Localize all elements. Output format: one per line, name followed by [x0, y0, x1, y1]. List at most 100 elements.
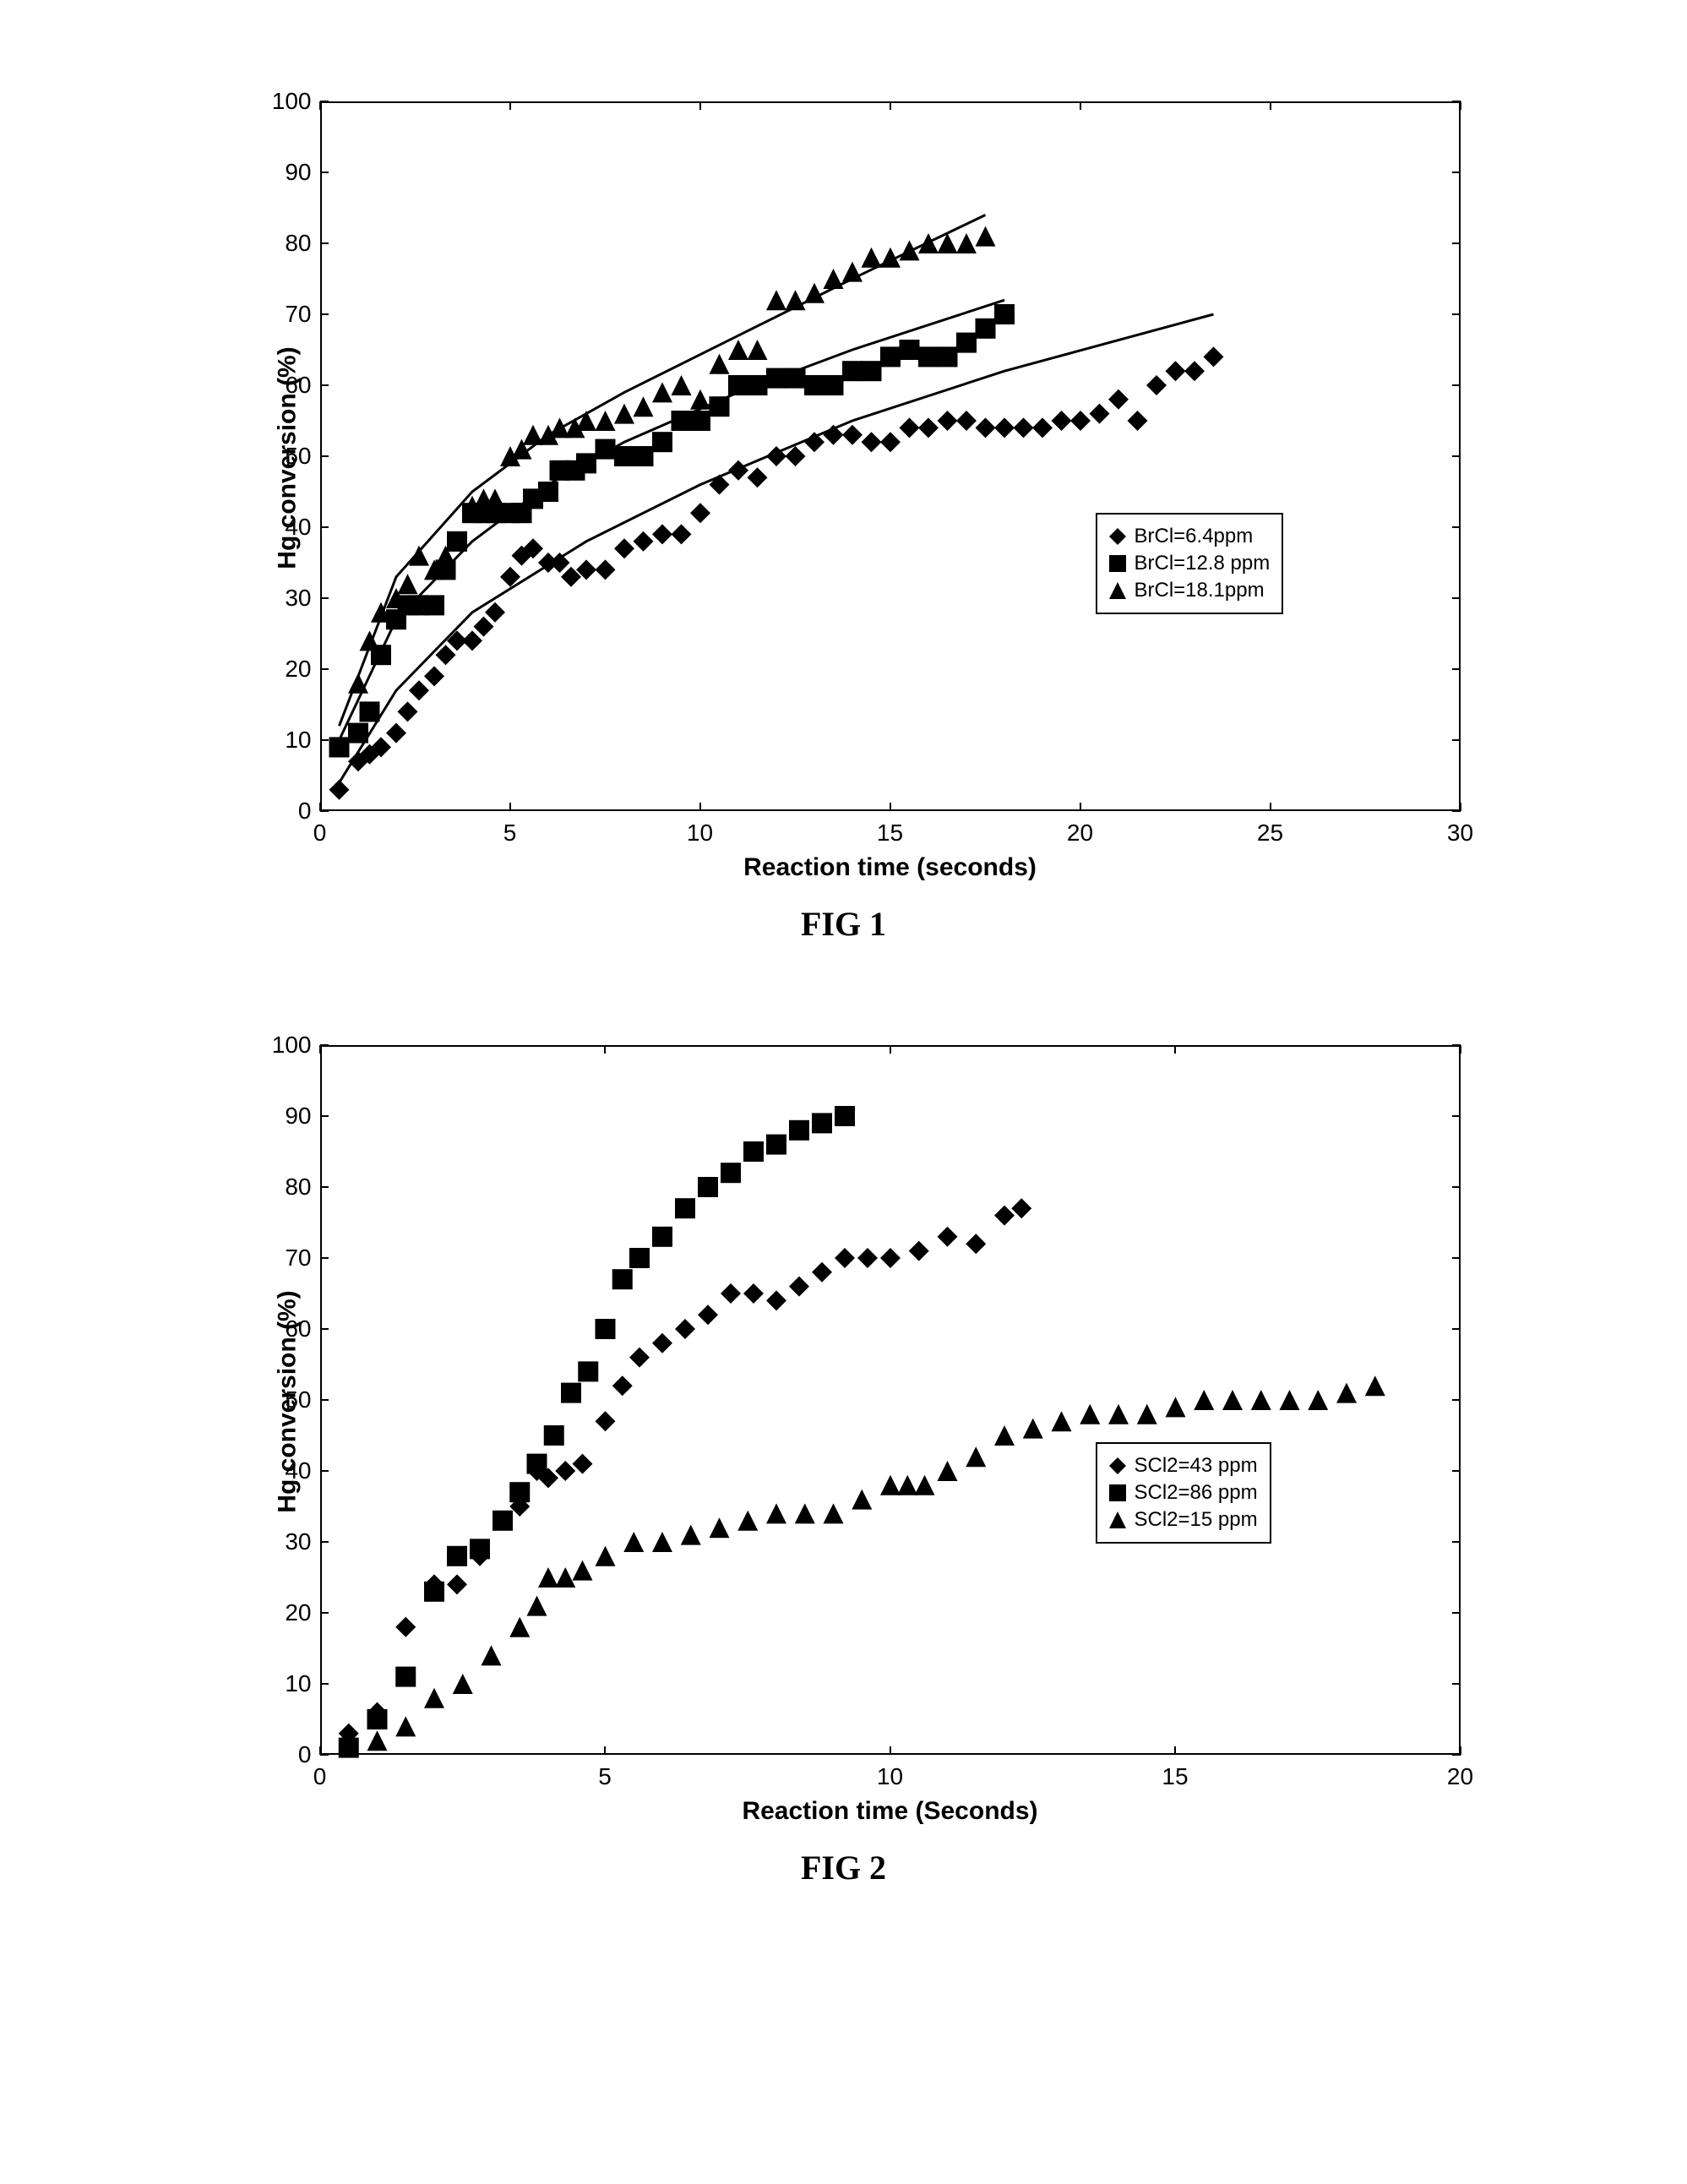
- fig2-marker-diamond: [612, 1375, 632, 1396]
- fig1-marker-diamond: [386, 723, 406, 743]
- fig1-marker-square: [614, 446, 634, 466]
- fig1-marker-triangle: [576, 411, 596, 431]
- fig2-marker-square: [367, 1709, 387, 1729]
- fig2-marker-triangle: [1250, 1390, 1271, 1410]
- fig2-marker-diamond: [966, 1234, 986, 1254]
- fig1-marker-diamond: [937, 411, 957, 431]
- fig1-marker-diamond: [1203, 346, 1223, 367]
- fig1-marker-square: [538, 482, 558, 502]
- fig2-marker-triangle: [994, 1425, 1015, 1446]
- fig1-marker-square: [728, 375, 748, 395]
- fig1-marker-diamond: [462, 630, 482, 651]
- fig1-marker-triangle: [709, 354, 729, 374]
- fig1-marker-square: [880, 346, 901, 367]
- fig2-marker-square: [675, 1198, 695, 1218]
- fig1-marker-diamond: [823, 425, 843, 445]
- fig1-marker-triangle: [918, 233, 939, 253]
- fig2-marker-square: [395, 1667, 416, 1687]
- fig2-marker-triangle: [1051, 1411, 1071, 1431]
- fig2-marker-square: [766, 1135, 786, 1155]
- fig2-marker-triangle: [509, 1617, 530, 1637]
- fig1-marker-square: [424, 595, 444, 615]
- fig1-legend-label: BrCl=18.1ppm: [1135, 579, 1265, 602]
- fig2-marker-triangle: [680, 1525, 700, 1545]
- fig2-marker-triangle: [1336, 1383, 1357, 1403]
- fig2-marker-triangle: [852, 1490, 872, 1510]
- fig1-marker-triangle: [690, 389, 710, 410]
- fig1-marker-diamond: [671, 524, 691, 544]
- fig2-marker-diamond: [789, 1277, 809, 1297]
- fig2-marker-diamond: [743, 1283, 764, 1304]
- fig1-marker-diamond: [899, 417, 919, 438]
- fig2-marker-triangle: [572, 1560, 592, 1581]
- fig1-marker-diamond: [747, 467, 767, 487]
- fig2-marker-square: [561, 1383, 581, 1403]
- fig2-legend-item: SCl2=86 ppm: [1109, 1481, 1258, 1505]
- fig1-marker-triangle: [614, 404, 634, 424]
- fig2-marker-square: [543, 1425, 563, 1446]
- fig1-marker-triangle: [861, 248, 881, 268]
- fig2-marker-diamond: [857, 1248, 878, 1268]
- fig1-marker-diamond: [785, 446, 805, 466]
- fig1-marker-diamond: [409, 680, 429, 700]
- fig2-marker-square: [470, 1539, 490, 1559]
- fig1-marker-triangle: [728, 340, 748, 360]
- fig1-marker-square: [709, 396, 729, 417]
- fig2-marker-square: [595, 1319, 615, 1339]
- fig2-marker-triangle: [367, 1730, 387, 1751]
- fig1-marker-diamond: [652, 524, 672, 544]
- fig2-marker-triangle: [395, 1716, 416, 1736]
- fig2-legend-item: SCl2=43 ppm: [1109, 1454, 1258, 1478]
- fig1-marker-diamond: [614, 538, 634, 558]
- fig1-marker-triangle: [899, 240, 919, 260]
- fig2-marker-triangle: [709, 1517, 729, 1538]
- fig1-chart: 0102030405060708090100051015202530Hg con…: [168, 68, 1520, 879]
- fig2-marker-triangle: [794, 1503, 814, 1523]
- fig2-legend-label: SCl2=43 ppm: [1135, 1454, 1258, 1478]
- fig1-marker-diamond: [994, 417, 1015, 438]
- fig1-legend-label: BrCl=6.4ppm: [1135, 525, 1254, 548]
- fig1-marker-square: [595, 439, 615, 460]
- fig1-legend-label: BrCl=12.8 ppm: [1135, 552, 1271, 575]
- fig1-marker-diamond: [690, 503, 710, 523]
- fig1-marker-triangle: [975, 226, 995, 247]
- fig2-marker-triangle: [652, 1532, 672, 1552]
- fig1-marker-triangle: [842, 262, 863, 282]
- fig2-marker-triangle: [737, 1511, 758, 1531]
- fig2-legend-marker-triangle-icon: [1109, 1511, 1126, 1528]
- fig1-marker-square: [842, 361, 863, 381]
- fig2-marker-triangle: [526, 1596, 547, 1616]
- fig1-marker-triangle: [633, 396, 653, 417]
- fig1-marker-diamond: [728, 460, 748, 481]
- fig1-marker-diamond: [1051, 411, 1071, 431]
- fig2-marker-triangle: [1279, 1390, 1299, 1410]
- fig2-marker-square: [447, 1546, 467, 1566]
- fig2-marker-triangle: [897, 1475, 917, 1495]
- fig2-marker-square: [612, 1269, 632, 1289]
- fig2-marker-diamond: [908, 1241, 928, 1261]
- fig2-marker-diamond: [766, 1290, 786, 1310]
- fig1-legend-marker-diamond-icon: [1109, 528, 1126, 545]
- fig2-marker-diamond: [812, 1262, 832, 1283]
- fig1-marker-triangle: [409, 546, 429, 566]
- fig1-marker-diamond: [861, 432, 881, 452]
- fig2-marker-diamond: [880, 1248, 901, 1268]
- fig2-marker-diamond: [629, 1348, 650, 1368]
- fig1-marker-square: [785, 368, 805, 389]
- fig1-marker-diamond: [1032, 417, 1053, 438]
- fig2-marker-diamond: [721, 1283, 741, 1304]
- fig2-legend-item: SCl2=15 ppm: [1109, 1508, 1258, 1532]
- fig1-marker-square: [671, 411, 691, 431]
- fig1-marker-diamond: [709, 475, 729, 495]
- fig2-marker-triangle: [937, 1461, 957, 1481]
- fig2-marker-triangle: [1308, 1390, 1328, 1410]
- fig2-marker-triangle: [1080, 1404, 1100, 1424]
- fig2-marker-triangle: [424, 1688, 444, 1708]
- fig2-legend-marker-diamond-icon: [1109, 1457, 1126, 1474]
- fig2-marker-square: [492, 1511, 513, 1531]
- fig1-marker-triangle: [652, 382, 672, 402]
- fig1-marker-square: [918, 346, 939, 367]
- fig2-marker-triangle: [766, 1503, 786, 1523]
- fig1-marker-diamond: [975, 417, 995, 438]
- fig1-marker-diamond: [424, 666, 444, 686]
